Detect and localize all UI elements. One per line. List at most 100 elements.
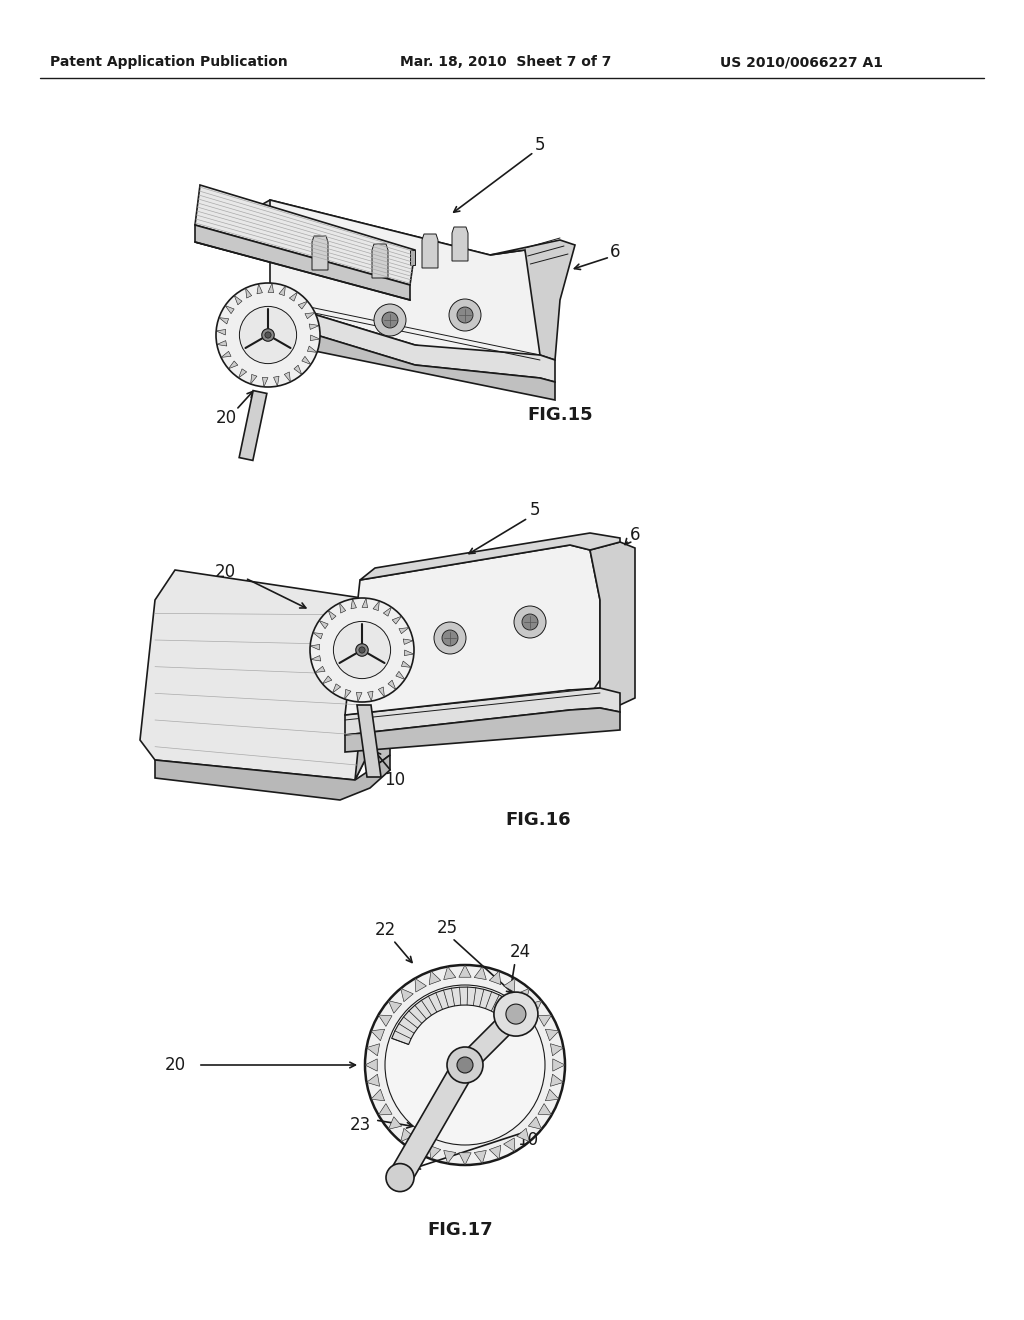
Polygon shape [528, 1117, 542, 1130]
Polygon shape [262, 378, 268, 387]
Polygon shape [396, 672, 404, 680]
Circle shape [334, 622, 390, 678]
Circle shape [240, 306, 297, 363]
Polygon shape [225, 305, 234, 314]
Polygon shape [195, 201, 490, 300]
Polygon shape [285, 372, 291, 381]
Text: 21: 21 [511, 1003, 532, 1020]
Polygon shape [392, 616, 401, 624]
Polygon shape [240, 391, 267, 461]
Polygon shape [378, 686, 384, 697]
Circle shape [216, 282, 319, 387]
Text: 20: 20 [215, 409, 237, 426]
Circle shape [447, 1047, 483, 1082]
Polygon shape [401, 661, 411, 668]
Polygon shape [270, 201, 540, 370]
Polygon shape [590, 543, 635, 705]
Polygon shape [550, 1044, 563, 1056]
Polygon shape [268, 284, 273, 293]
Polygon shape [490, 240, 575, 360]
Polygon shape [489, 1146, 501, 1159]
Circle shape [494, 993, 538, 1036]
Circle shape [382, 312, 398, 327]
Polygon shape [345, 689, 351, 700]
Polygon shape [309, 323, 319, 330]
Text: Mar. 18, 2010  Sheet 7 of 7: Mar. 18, 2010 Sheet 7 of 7 [400, 55, 611, 69]
Polygon shape [365, 1059, 377, 1071]
Polygon shape [239, 368, 247, 378]
Polygon shape [372, 244, 388, 279]
Polygon shape [345, 688, 620, 735]
Text: FIG.16: FIG.16 [505, 810, 570, 829]
Polygon shape [422, 234, 438, 268]
Circle shape [385, 985, 545, 1144]
Polygon shape [443, 966, 456, 979]
Text: 10: 10 [384, 771, 406, 789]
Circle shape [522, 614, 538, 630]
Polygon shape [221, 351, 231, 358]
Polygon shape [403, 639, 413, 644]
Polygon shape [351, 599, 356, 609]
Polygon shape [443, 1151, 456, 1163]
Circle shape [358, 647, 366, 653]
Text: FIG.17: FIG.17 [427, 1221, 493, 1239]
Polygon shape [459, 965, 471, 977]
Polygon shape [452, 227, 468, 261]
Polygon shape [504, 978, 515, 993]
Polygon shape [234, 296, 242, 305]
Text: 6: 6 [609, 243, 621, 261]
Circle shape [434, 622, 466, 653]
Polygon shape [388, 1117, 401, 1130]
Polygon shape [279, 286, 286, 296]
Polygon shape [504, 1138, 515, 1151]
Polygon shape [345, 708, 620, 752]
Polygon shape [311, 656, 321, 661]
Polygon shape [538, 1015, 552, 1027]
Polygon shape [546, 1089, 559, 1101]
Polygon shape [155, 755, 390, 800]
Text: 20: 20 [214, 564, 236, 581]
Circle shape [506, 1005, 526, 1024]
Polygon shape [302, 356, 311, 364]
Polygon shape [329, 610, 336, 620]
Circle shape [355, 644, 369, 656]
Polygon shape [399, 627, 409, 634]
Polygon shape [195, 185, 415, 285]
Polygon shape [400, 989, 414, 1002]
Polygon shape [360, 533, 620, 579]
Polygon shape [528, 1001, 542, 1014]
Polygon shape [355, 615, 390, 780]
Polygon shape [474, 1151, 486, 1163]
Polygon shape [362, 598, 368, 607]
Polygon shape [300, 310, 555, 381]
Polygon shape [345, 545, 600, 719]
Polygon shape [459, 1152, 471, 1166]
Polygon shape [367, 1044, 380, 1056]
Polygon shape [429, 1146, 440, 1159]
Polygon shape [400, 1129, 414, 1142]
Text: Patent Application Publication: Patent Application Publication [50, 55, 288, 69]
Polygon shape [357, 705, 381, 777]
Polygon shape [356, 692, 362, 702]
Polygon shape [216, 330, 225, 335]
Polygon shape [333, 684, 341, 693]
Text: 20: 20 [165, 1056, 185, 1074]
Polygon shape [489, 972, 501, 985]
Text: 5: 5 [529, 502, 541, 519]
Circle shape [514, 606, 546, 638]
Polygon shape [195, 224, 410, 300]
Circle shape [449, 300, 481, 331]
Polygon shape [517, 1129, 529, 1142]
Circle shape [457, 308, 473, 323]
Polygon shape [415, 1138, 426, 1151]
Polygon shape [300, 330, 555, 400]
Polygon shape [315, 667, 325, 672]
Text: 22: 22 [375, 921, 395, 939]
Polygon shape [379, 1015, 392, 1027]
Polygon shape [290, 292, 297, 301]
Text: 10: 10 [229, 323, 251, 341]
Text: 25: 25 [436, 919, 458, 937]
Polygon shape [310, 644, 319, 649]
Circle shape [310, 598, 414, 702]
Polygon shape [305, 313, 315, 318]
